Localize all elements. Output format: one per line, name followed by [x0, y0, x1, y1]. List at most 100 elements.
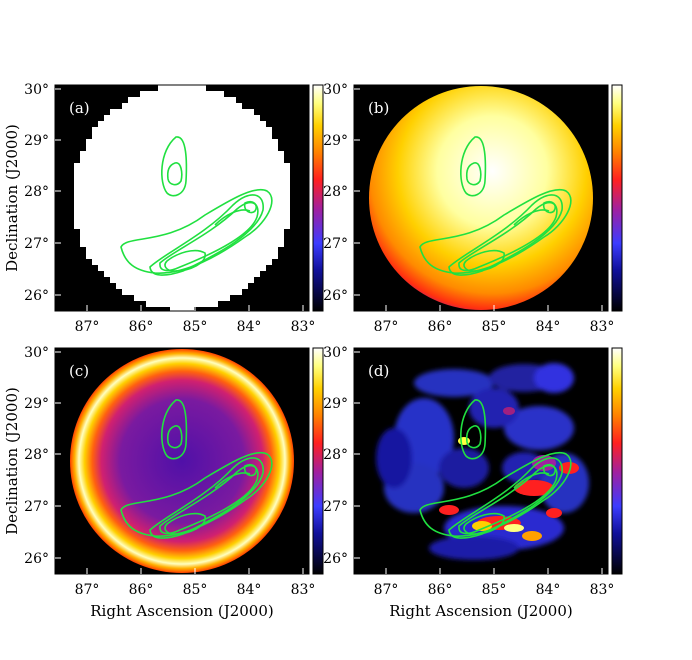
contour-line — [463, 512, 505, 535]
contour-line — [159, 464, 259, 535]
sky-map-fill — [74, 85, 290, 313]
y-tick-label: 26° — [323, 288, 348, 304]
panel-label: (c) — [69, 362, 89, 380]
contour-line — [161, 399, 188, 460]
y-tick-label: 28° — [323, 447, 348, 463]
contour-line — [149, 457, 264, 539]
y-tick-label: 27° — [24, 499, 49, 515]
contour-line — [458, 464, 558, 535]
contour-line — [460, 136, 487, 197]
contour-line — [448, 457, 563, 539]
contour-line — [465, 425, 482, 449]
panel-a: (a) 30° 29° 28° 27° 26° 87° 86° 85° 84° 83° Declina… — [3, 82, 324, 335]
y-tick-label: 29° — [24, 133, 49, 149]
contour-line — [243, 463, 258, 477]
x-axis-label: Right Ascension (J2000) — [90, 602, 273, 620]
emission-blob — [534, 363, 574, 393]
sky-map-fill — [70, 349, 294, 573]
contour-group — [419, 399, 572, 539]
x-tick-label: 86° — [428, 582, 453, 598]
x-tick-label: 87° — [75, 319, 100, 335]
x-tick-label: 87° — [374, 582, 399, 598]
contour-line — [166, 425, 183, 449]
contour-group — [419, 136, 572, 276]
y-tick-label: 26° — [24, 288, 49, 304]
contour-line — [542, 200, 557, 214]
emission-hotspot — [522, 531, 542, 541]
y-axis-label: Declination (J2000) — [3, 124, 21, 272]
y-tick-label: 27° — [323, 499, 348, 515]
y-tick-label: 28° — [24, 447, 49, 463]
contour-line — [465, 162, 482, 186]
y-tick-label: 28° — [323, 184, 348, 200]
emission-hotspot — [514, 480, 554, 496]
x-tick-label: 87° — [374, 319, 399, 335]
x-tick-label: 84° — [536, 582, 561, 598]
sky-map-fill — [369, 86, 593, 310]
contour-line — [166, 162, 183, 186]
contour-line — [164, 512, 206, 535]
contour-line — [243, 200, 258, 214]
emission-hotspot — [503, 407, 515, 415]
x-tick-label: 84° — [237, 319, 262, 335]
y-tick-label: 27° — [24, 236, 49, 252]
y-tick-label: 28° — [24, 184, 49, 200]
contour-group — [120, 136, 273, 276]
x-tick-label: 83° — [291, 582, 316, 598]
contour-line — [214, 472, 251, 489]
y-tick-label: 29° — [323, 396, 348, 412]
x-tick-label: 83° — [590, 582, 615, 598]
emission-blob — [504, 406, 574, 450]
contour-line — [513, 209, 550, 226]
y-tick-label: 29° — [24, 396, 49, 412]
panel-b: (b) 30° 29° 28° 27° 26° 87° 86° 85° 84° 83° — [323, 82, 623, 335]
y-tick-label: 26° — [24, 551, 49, 567]
colorbar — [611, 347, 623, 575]
y-tick-label: 26° — [323, 551, 348, 567]
emission-hotspot — [439, 505, 459, 515]
emission-blob — [429, 536, 519, 560]
colorbar — [312, 347, 324, 575]
panel-frame — [54, 347, 310, 575]
contour-line — [542, 463, 557, 477]
contour-line — [159, 201, 259, 272]
y-tick-label: 30° — [323, 82, 348, 98]
x-tick-label: 86° — [428, 319, 453, 335]
x-tick-label: 85° — [183, 582, 208, 598]
panel-c: (c) 30° 29° 28° 27° 26° 87° 86° 85° 84° 83° Declina… — [3, 345, 324, 620]
x-tick-label: 85° — [482, 582, 507, 598]
emission-hotspot — [546, 508, 562, 518]
emission-blob — [376, 428, 412, 488]
contour-line — [164, 249, 206, 272]
emission-blob — [414, 369, 494, 397]
panel-d: (d) 30° 29° 28° 27° 26° 87° 86° 85° 84° 83° Right A… — [323, 345, 623, 620]
panel-label: (b) — [368, 99, 389, 117]
x-tick-label: 86° — [129, 319, 154, 335]
emission-hotspot — [504, 524, 524, 532]
panel-label: (a) — [69, 99, 90, 117]
contour-line — [513, 472, 550, 489]
contour-line — [463, 249, 505, 272]
x-tick-label: 83° — [590, 319, 615, 335]
emission-hotspot — [472, 521, 492, 531]
x-tick-label: 85° — [482, 319, 507, 335]
contour-line — [458, 201, 558, 272]
colorbar — [312, 84, 324, 312]
panel-label: (d) — [368, 362, 389, 380]
y-axis-label: Declination (J2000) — [3, 387, 21, 535]
x-tick-label: 87° — [75, 582, 100, 598]
x-tick-label: 83° — [291, 319, 316, 335]
y-tick-label: 29° — [323, 133, 348, 149]
panel-frame — [353, 84, 609, 312]
x-tick-label: 85° — [183, 319, 208, 335]
contour-line — [149, 194, 264, 276]
contour-line — [214, 209, 251, 226]
x-tick-label: 84° — [536, 319, 561, 335]
emission-blob — [469, 388, 519, 428]
x-axis-label: Right Ascension (J2000) — [389, 602, 572, 620]
contour-line — [448, 194, 563, 276]
x-tick-label: 84° — [237, 582, 262, 598]
contour-line — [460, 399, 487, 460]
colorbar — [611, 84, 623, 312]
